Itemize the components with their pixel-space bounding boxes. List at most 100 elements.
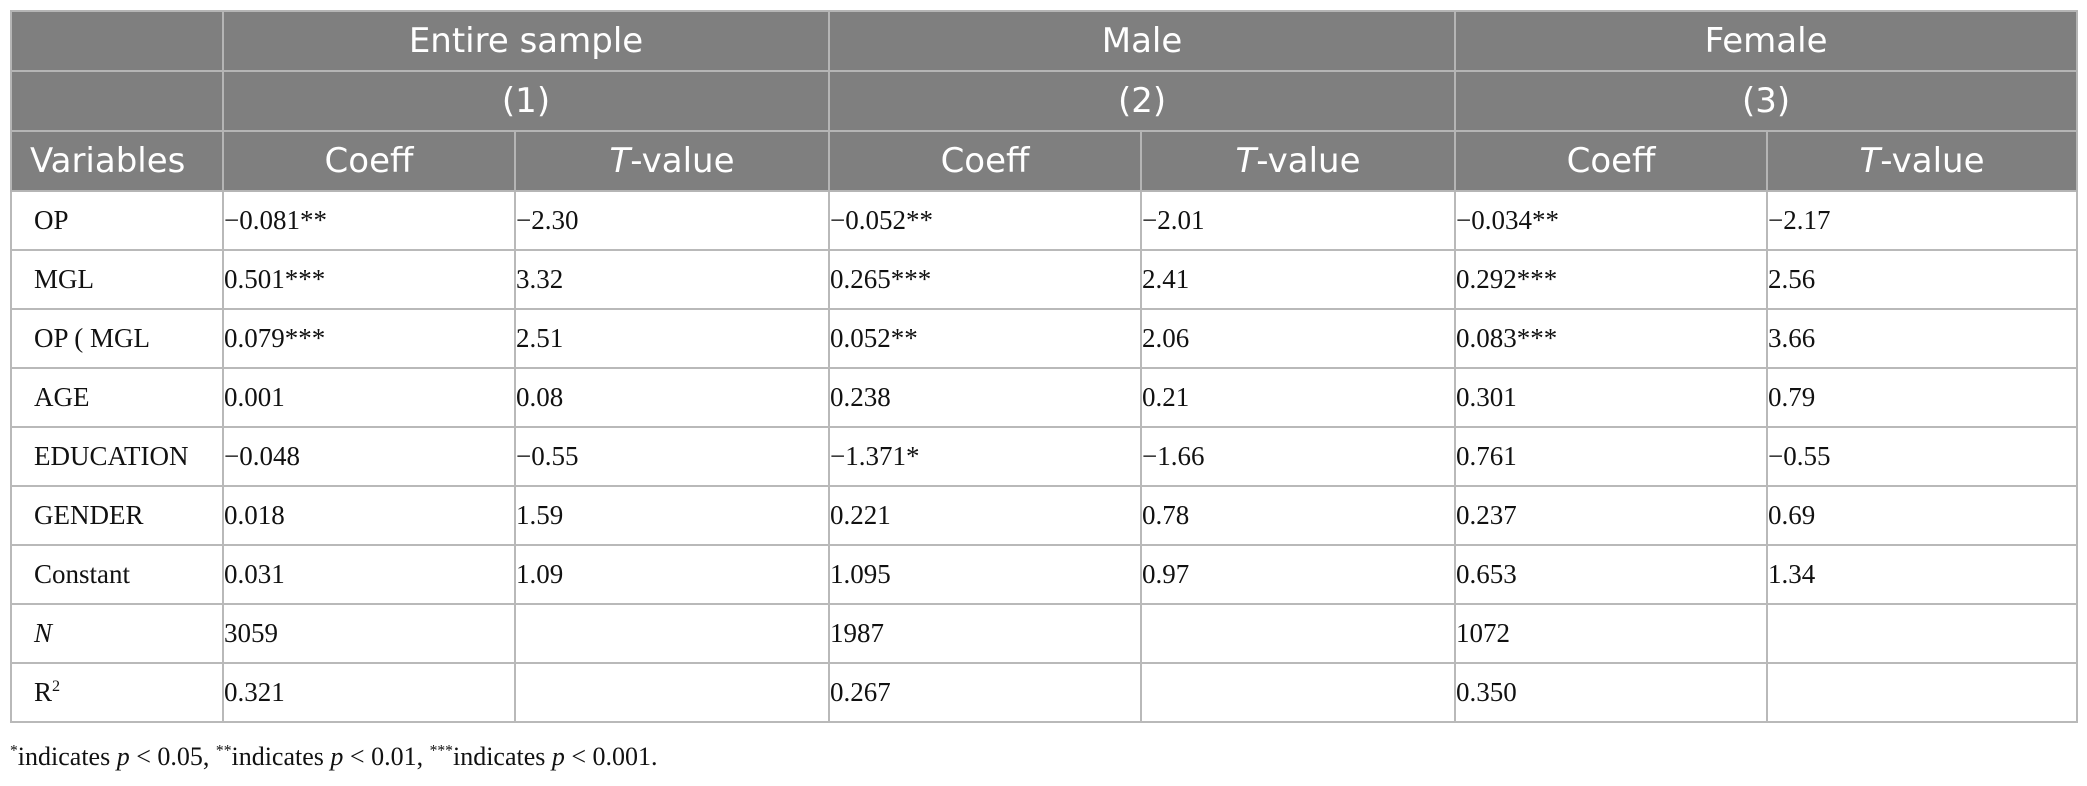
- r2-cell: 0.350: [1454, 662, 1769, 723]
- tvalue-cell: 0.08: [513, 367, 831, 428]
- coeff-cell: −0.048: [222, 426, 516, 487]
- coeff-cell: 0.653: [1454, 544, 1769, 605]
- footnote-text: indicates: [17, 742, 117, 771]
- model-header-3: (3): [1454, 70, 2079, 132]
- variable-name: Constant: [10, 544, 224, 605]
- table-row: OP −0.081** −2.30 −0.052** −2.01 −0.034*…: [10, 190, 2079, 251]
- coeff-cell: −0.034**: [1454, 190, 1769, 251]
- variable-name: MGL: [10, 249, 224, 310]
- tvalue-header-3: T-value: [1766, 130, 2079, 192]
- coeff-header-2: Coeff: [828, 130, 1143, 192]
- tvalue-italic: T: [1859, 141, 1881, 181]
- header-empty-cell: [10, 10, 224, 72]
- tvalue-italic: T: [609, 141, 631, 181]
- r2-cell: 0.267: [828, 662, 1143, 723]
- tvalue-cell: 2.06: [1140, 308, 1457, 369]
- coeff-cell: 0.292***: [1454, 249, 1769, 310]
- footnote-threshold: < 0.001.: [564, 742, 658, 771]
- empty-cell: [1140, 603, 1457, 664]
- footnote-star: ***: [429, 742, 453, 760]
- tvalue-cell: 0.69: [1766, 485, 2079, 546]
- footnote-p: p: [330, 742, 344, 771]
- coeff-cell: 0.501***: [222, 249, 516, 310]
- tvalue-cell: 1.09: [513, 544, 831, 605]
- footnote-star: *: [10, 742, 18, 760]
- column-header-row: Variables Coeff T-value Coeff T-value Co…: [10, 130, 2079, 192]
- footnote-star: **: [215, 742, 232, 760]
- tvalue-header-1: T-value: [513, 130, 831, 192]
- variable-name: GENDER: [10, 485, 224, 546]
- tvalue-cell: 0.79: [1766, 367, 2079, 428]
- model-header-row: (1) (2) (3): [10, 70, 2079, 132]
- coeff-cell: 0.301: [1454, 367, 1769, 428]
- tvalue-cell: −0.55: [513, 426, 831, 487]
- table-row: OP ( MGL 0.079*** 2.51 0.052** 2.06 0.08…: [10, 308, 2079, 369]
- r2-cell: 0.321: [222, 662, 516, 723]
- tvalue-cell: 3.32: [513, 249, 831, 310]
- coeff-cell: 0.265***: [828, 249, 1143, 310]
- coeff-cell: 0.083***: [1454, 308, 1769, 369]
- table-row: AGE 0.001 0.08 0.238 0.21 0.301 0.79: [10, 367, 2079, 428]
- variable-name: OP: [10, 190, 224, 251]
- tvalue-cell: −0.55: [1766, 426, 2079, 487]
- tvalue-cell: 2.51: [513, 308, 831, 369]
- empty-cell: [1140, 662, 1457, 723]
- r2-base: R: [34, 677, 53, 707]
- tvalue-rest: -value: [1880, 141, 1985, 181]
- r2-row: R2 0.321 0.267 0.350: [10, 662, 2079, 723]
- n-row: N 3059 1987 1072: [10, 603, 2079, 664]
- regression-table: Entire sample Male Female (1) (2) (3) Va…: [10, 10, 2079, 723]
- coeff-cell: 1.095: [828, 544, 1143, 605]
- tvalue-cell: 0.78: [1140, 485, 1457, 546]
- coeff-cell: 0.052**: [828, 308, 1143, 369]
- tvalue-cell: 1.34: [1766, 544, 2079, 605]
- n-cell: 1072: [1454, 603, 1769, 664]
- n-cell: 1987: [828, 603, 1143, 664]
- tvalue-rest: -value: [1256, 141, 1361, 181]
- tvalue-cell: 0.97: [1140, 544, 1457, 605]
- coeff-cell: 0.031: [222, 544, 516, 605]
- variable-name: OP ( MGL: [10, 308, 224, 369]
- table-row: MGL 0.501*** 3.32 0.265*** 2.41 0.292***…: [10, 249, 2079, 310]
- footnote-text: indicates: [452, 742, 552, 771]
- group-header-female: Female: [1454, 10, 2079, 72]
- coeff-header-3: Coeff: [1454, 130, 1769, 192]
- tvalue-cell: 1.59: [513, 485, 831, 546]
- model-header-2: (2): [828, 70, 1457, 132]
- footnote-threshold: < 0.01,: [343, 742, 430, 771]
- footnote-threshold: < 0.05,: [129, 742, 216, 771]
- header-empty-cell: [10, 70, 224, 132]
- n-cell: 3059: [222, 603, 516, 664]
- group-header-male: Male: [828, 10, 1457, 72]
- tvalue-cell: 3.66: [1766, 308, 2079, 369]
- tvalue-cell: 2.41: [1140, 249, 1457, 310]
- table-footnote: *indicates p < 0.05, **indicates p < 0.0…: [10, 742, 658, 772]
- variable-name: AGE: [10, 367, 224, 428]
- r2-sup: 2: [52, 677, 61, 695]
- footnote-p: p: [116, 742, 130, 771]
- tvalue-header-2: T-value: [1140, 130, 1457, 192]
- tvalue-cell: −1.66: [1140, 426, 1457, 487]
- footnote-p: p: [551, 742, 565, 771]
- empty-cell: [1766, 603, 2079, 664]
- empty-cell: [513, 662, 831, 723]
- empty-cell: [513, 603, 831, 664]
- variables-header: Variables: [10, 130, 224, 192]
- group-header-row: Entire sample Male Female: [10, 10, 2079, 72]
- coeff-cell: 0.761: [1454, 426, 1769, 487]
- coeff-header-1: Coeff: [222, 130, 516, 192]
- coeff-cell: −0.052**: [828, 190, 1143, 251]
- variable-name: R2: [10, 662, 224, 723]
- tvalue-cell: −2.17: [1766, 190, 2079, 251]
- table-row: Constant 0.031 1.09 1.095 0.97 0.653 1.3…: [10, 544, 2079, 605]
- model-header-1: (1): [221, 70, 831, 132]
- tvalue-cell: −2.30: [513, 190, 831, 251]
- coeff-cell: 0.238: [828, 367, 1143, 428]
- coeff-cell: 0.001: [222, 367, 516, 428]
- coeff-cell: 0.237: [1454, 485, 1769, 546]
- coeff-cell: 0.221: [828, 485, 1143, 546]
- tvalue-rest: -value: [630, 141, 735, 181]
- coeff-cell: 0.079***: [222, 308, 516, 369]
- empty-cell: [1766, 662, 2079, 723]
- tvalue-italic: T: [1235, 141, 1257, 181]
